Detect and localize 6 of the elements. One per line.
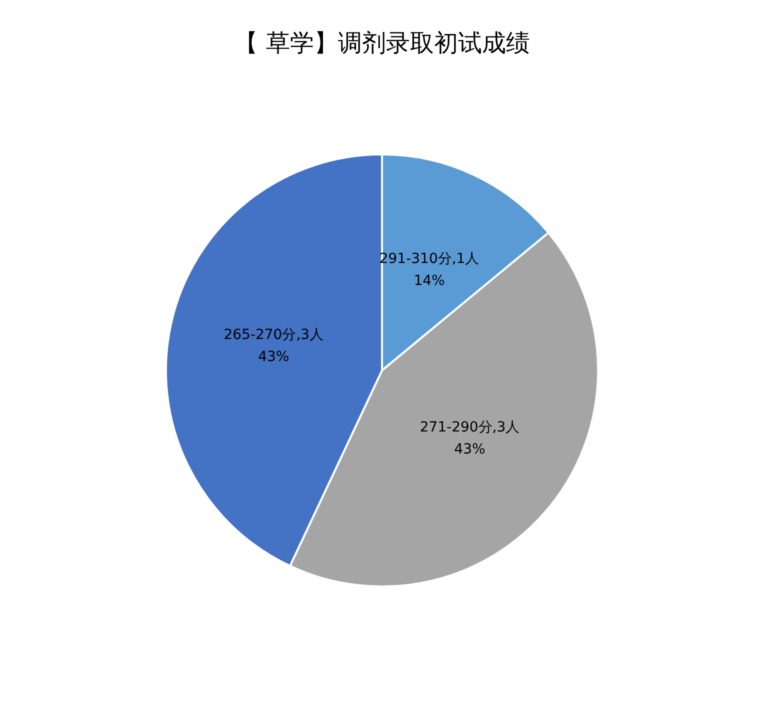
data-label: 14% (414, 272, 445, 289)
slice-label: 271-290分,3人 (420, 419, 520, 436)
data-label: 43% (454, 441, 486, 458)
chart-title: 【 草学】调剂录取初试成绩 (234, 29, 530, 57)
data-label: 43% (258, 349, 290, 366)
slice-label: 265-270分,3人 (224, 327, 324, 344)
